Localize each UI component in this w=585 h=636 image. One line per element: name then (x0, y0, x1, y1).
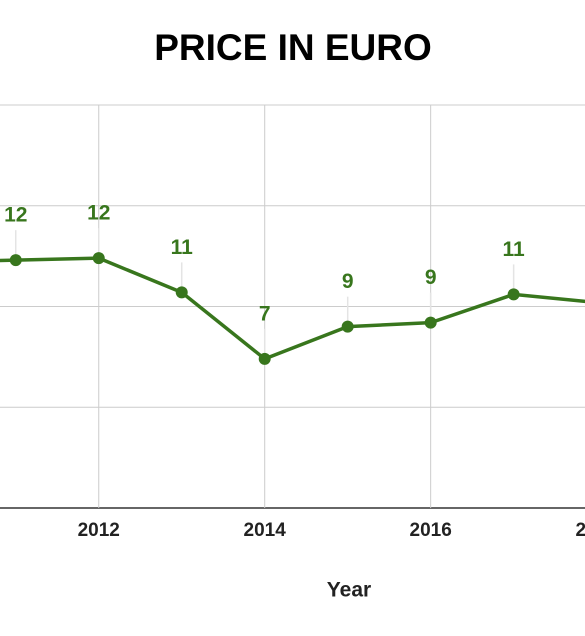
data-point (424, 316, 437, 329)
chart-title: PRICE IN EURO (154, 27, 432, 68)
data-point (507, 288, 520, 301)
x-tick-label: 2018 (575, 520, 585, 541)
x-tick-label: 2012 (78, 520, 120, 541)
data-point (92, 252, 105, 265)
x-axis-title: Year (327, 579, 371, 602)
data-label: 12 (87, 202, 110, 225)
data-label: 12 (4, 204, 27, 227)
x-tick-label: 2016 (410, 520, 452, 541)
data-line (0, 256, 585, 361)
data-label: 9 (425, 266, 437, 289)
data-point (175, 286, 188, 299)
data-point (258, 352, 271, 365)
data-label: 11 (503, 238, 526, 261)
data-label: 7 (259, 302, 271, 325)
data-point (341, 320, 354, 333)
data-label: 11 (171, 236, 194, 259)
data-label: 9 (342, 270, 354, 293)
x-tick-label: 2014 (244, 520, 287, 541)
data-point (9, 254, 22, 267)
